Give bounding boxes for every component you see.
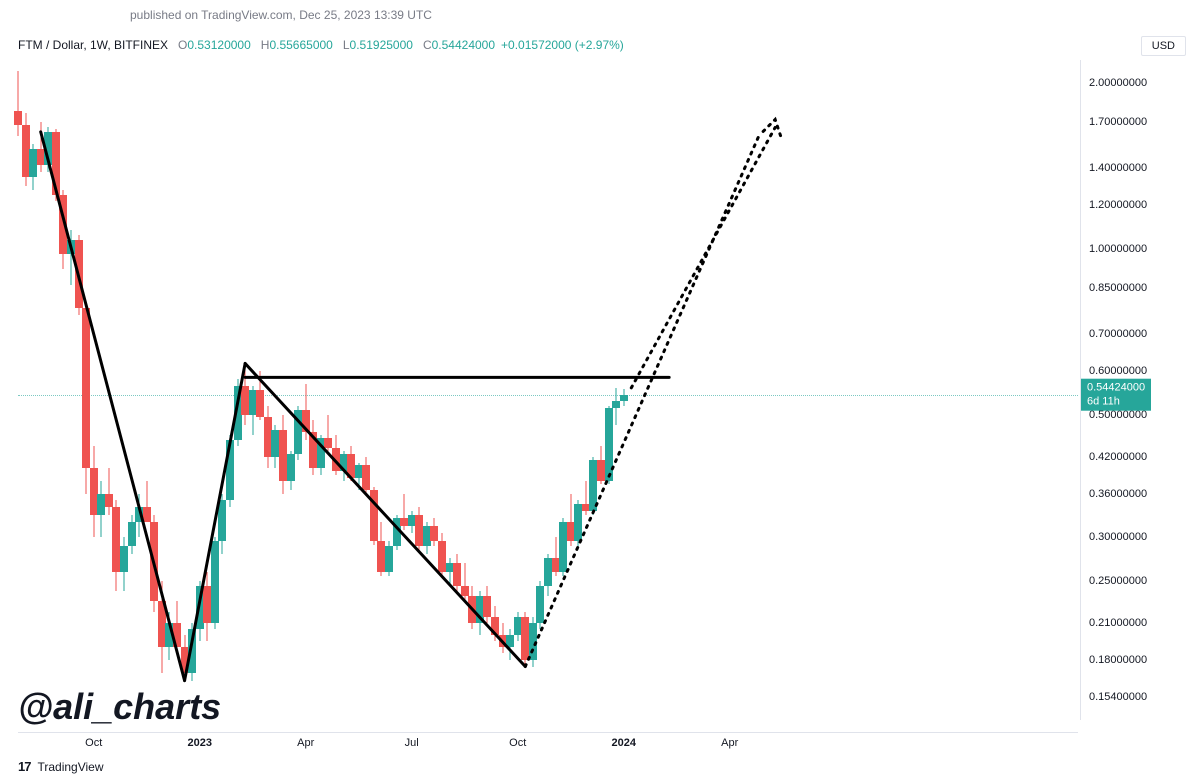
y-tick-label: 0.36000000 xyxy=(1089,488,1147,500)
tradingview-logo-icon: 17 xyxy=(18,759,31,774)
y-tick-label: 0.25000000 xyxy=(1089,575,1147,587)
y-tick-label: 0.70000000 xyxy=(1089,328,1147,340)
y-tick-label: 0.18000000 xyxy=(1089,654,1147,666)
y-tick-label: 0.42000000 xyxy=(1089,451,1147,463)
h-val: 0.55665000 xyxy=(269,38,332,52)
c-label: C xyxy=(423,38,432,52)
x-tick-label: 2024 xyxy=(611,737,635,749)
footer: 17 TradingView xyxy=(18,759,104,774)
y-tick-label: 2.00000000 xyxy=(1089,77,1147,89)
y-tick-label: 0.15400000 xyxy=(1089,691,1147,703)
x-tick-label: Oct xyxy=(85,737,102,749)
x-tick-label: Apr xyxy=(297,737,314,749)
y-tick-label: 0.85000000 xyxy=(1089,282,1147,294)
y-tick-label: 0.30000000 xyxy=(1089,531,1147,543)
l-label: L xyxy=(343,38,350,52)
y-tick-label: 1.70000000 xyxy=(1089,116,1147,128)
published-text: published on TradingView.com, Dec 25, 20… xyxy=(130,8,432,22)
current-price-tag: 0.544240006d 11h xyxy=(1081,378,1151,411)
candle xyxy=(620,60,628,720)
y-tick-label: 0.60000000 xyxy=(1089,365,1147,377)
footer-text: TradingView xyxy=(37,760,103,774)
c-val: 0.54424000 xyxy=(432,38,495,52)
chart-area[interactable] xyxy=(18,60,1078,720)
x-tick-label: Oct xyxy=(509,737,526,749)
o-val: 0.53120000 xyxy=(187,38,250,52)
x-tick-label: Apr xyxy=(721,737,738,749)
l-val: 0.51925000 xyxy=(350,38,413,52)
o-label: O xyxy=(178,38,187,52)
x-tick-label: Jul xyxy=(405,737,419,749)
change-val: +0.01572000 (+2.97%) xyxy=(501,38,624,52)
currency-badge[interactable]: USD xyxy=(1141,36,1186,56)
watermark-text: @ali_charts xyxy=(18,686,221,728)
y-tick-label: 1.00000000 xyxy=(1089,243,1147,255)
x-axis[interactable]: Oct 2023 Apr Jul Oct 2024 Apr xyxy=(18,732,1078,754)
y-tick-label: 1.40000000 xyxy=(1089,162,1147,174)
y-tick-label: 0.21000000 xyxy=(1089,617,1147,629)
symbol-text: FTM / Dollar, 1W, BITFINEX xyxy=(18,38,168,52)
ohlc-bar: FTM / Dollar, 1W, BITFINEX O0.53120000 H… xyxy=(18,38,624,52)
y-tick-label: 1.20000000 xyxy=(1089,199,1147,211)
y-axis[interactable]: 2.00000000 1.70000000 1.40000000 1.20000000… xyxy=(1080,60,1200,720)
x-tick-label: 2023 xyxy=(187,737,211,749)
